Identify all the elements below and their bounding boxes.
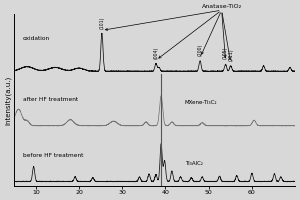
Text: (004): (004) [153,46,158,59]
Y-axis label: Intensity(a.u.): Intensity(a.u.) [5,75,11,125]
Text: oxidation: oxidation [23,36,50,41]
Text: (105): (105) [223,47,228,59]
Text: before HF treatment: before HF treatment [23,153,83,158]
Text: after HF treatment: after HF treatment [23,97,78,102]
Text: MXene-Ti₃C₂: MXene-Ti₃C₂ [185,100,218,105]
Text: (101): (101) [99,16,104,29]
Text: Ti₃AlC₂: Ti₃AlC₂ [185,161,203,166]
Text: Anatase-TiO₂: Anatase-TiO₂ [202,4,242,9]
Text: (211): (211) [228,49,233,61]
Text: (200): (200) [197,44,202,56]
